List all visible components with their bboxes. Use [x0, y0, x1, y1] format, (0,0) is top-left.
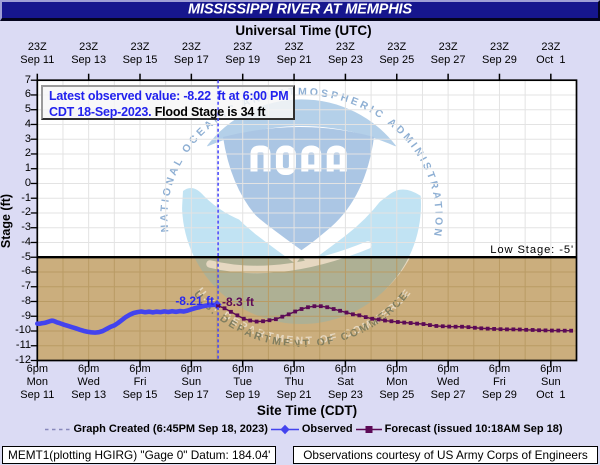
y-tick-label: 7 — [24, 73, 31, 86]
station-info-box: MEMT1(plotting HGIRG) "Gage 0" Datum: 18… — [2, 446, 277, 464]
observations-credit-box: Observations courtesy of US Army Corps o… — [293, 446, 598, 464]
legend: Graph Created (6:45PM Sep 18, 2023) Obse… — [0, 423, 600, 435]
observed-line — [34, 302, 220, 335]
top-tick-label: 23Z Sep 15 — [122, 41, 158, 66]
legend-forecast-label: Forecast (issued 10:18AM Sep 18) — [384, 423, 563, 435]
y-tick-label: -7 — [21, 280, 31, 293]
y-tick-label: 3 — [24, 132, 31, 145]
top-axis-title: Universal Time (UTC) — [235, 23, 372, 38]
bottom-axis-title: Site Time (CDT) — [256, 403, 358, 418]
latest-observed-info-box — [41, 85, 295, 120]
info-line2-floodstage: Flood Stage is 34 ft — [154, 104, 266, 119]
info-line2-datetime: CDT 18-Sep-2023. — [49, 104, 152, 119]
noaa-wordmark — [250, 145, 347, 175]
y-tick-label: -1 — [21, 191, 31, 204]
info-line1: Latest observed value: -8.22 ft at 6:00 … — [49, 89, 289, 103]
title-banner: MISSISSIPPI RIVER AT MEMPHIS — [0, 0, 600, 21]
bottom-tick-label: 6pm Mon Sep 11 — [20, 363, 55, 401]
top-tick-label: 23Z Sep 21 — [276, 41, 312, 66]
bottom-tick-label: 6pm Wed Sep 13 — [71, 363, 107, 401]
y-tick-label: -10 — [15, 324, 31, 337]
bottom-tick-label: 6pm Mon Sep 25 — [379, 363, 415, 401]
legend-created-label: Graph Created (6:45PM Sep 18, 2023) — [73, 423, 268, 435]
y-tick-label: 4 — [24, 117, 31, 130]
bottom-tick-label: 6pm Thu Sep 21 — [276, 363, 312, 401]
y-tick-label: -6 — [21, 265, 31, 278]
low-stage-label: Low Stage: -5' — [490, 243, 574, 256]
y-tick-label: -11 — [15, 339, 31, 352]
observations-credit-text: Observations courtesy of US Army Corps o… — [303, 448, 588, 462]
bottom-tick-label: 6pm Fri Sep 15 — [122, 363, 158, 401]
y-tick-label: -8 — [21, 294, 31, 307]
y-tick-label: -12 — [15, 354, 31, 366]
forecast-markers — [216, 304, 574, 333]
bottom-tick-label: 6pm Sat Sep 23 — [327, 363, 363, 401]
y-tick-label: 2 — [24, 147, 31, 160]
bottom-tick-label: 6pm Sun Oct 1 — [536, 363, 566, 401]
top-tick-label: 23Z Oct 1 — [536, 41, 566, 66]
y-tick-label: -3 — [21, 221, 31, 234]
y-tick-label: 0 — [24, 176, 31, 189]
station-info-text: MEMT1(plotting HGIRG) "Gage 0" Datum: 18… — [8, 448, 271, 462]
y-tick-label: -5 — [21, 250, 31, 263]
y-tick-label: 6 — [24, 88, 31, 101]
top-tick-label: 23Z Sep 25 — [379, 41, 415, 66]
y-tick-label: 5 — [24, 103, 31, 116]
bottom-tick-label: 6pm Fri Sep 29 — [482, 363, 517, 401]
last-observed-annotation: -8.21 ft — [175, 294, 214, 308]
latest-observed-info-text: Latest observed value: -8.22 ft at 6:00 … — [41, 85, 295, 120]
top-tick-label: 23Z Sep 13 — [71, 41, 107, 66]
legend-observed-label: Observed — [301, 423, 353, 435]
bottom-tick-label: 6pm Tue Sep 19 — [225, 363, 261, 401]
y-tick-label: 1 — [24, 162, 31, 175]
bottom-tick-label: 6pm Wed Sep 27 — [430, 363, 466, 401]
y-tick-label: -2 — [21, 206, 31, 219]
top-tick-label: 23Z Sep 29 — [482, 41, 517, 66]
top-tick-label: 23Z Sep 27 — [430, 41, 466, 66]
forecast-line-icon — [355, 425, 382, 433]
y-tick-label: -9 — [21, 309, 31, 322]
observed-line-icon — [270, 424, 299, 434]
bottom-tick-label: 6pm Sun Sep 17 — [173, 363, 209, 401]
page-title: MISSISSIPPI RIVER AT MEMPHIS — [188, 1, 412, 18]
top-tick-label: 23Z Sep 17 — [173, 41, 209, 66]
y-tick-label: -4 — [21, 235, 31, 248]
top-tick-label: 23Z Sep 11 — [20, 41, 55, 66]
top-tick-label: 23Z Sep 23 — [327, 41, 363, 66]
top-tick-label: 23Z Sep 19 — [225, 41, 261, 66]
first-forecast-annotation: -8.3 ft — [222, 294, 255, 309]
